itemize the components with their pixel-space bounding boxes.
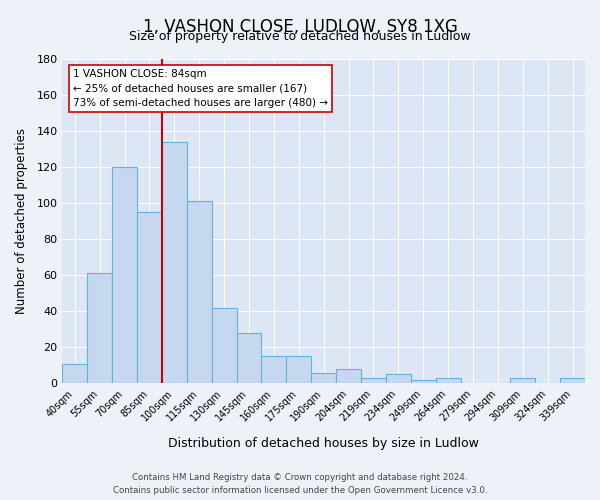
Bar [286,356,311,384]
Bar [137,212,162,384]
Bar [187,202,212,384]
Bar [262,356,286,384]
Text: Contains HM Land Registry data © Crown copyright and database right 2024.
Contai: Contains HM Land Registry data © Crown c… [113,474,487,495]
Bar [511,378,535,384]
Bar [386,374,411,384]
Bar [311,372,336,384]
Bar [112,167,137,384]
Bar [212,308,236,384]
Text: 1, VASHON CLOSE, LUDLOW, SY8 1XG: 1, VASHON CLOSE, LUDLOW, SY8 1XG [143,18,457,36]
Bar [436,378,461,384]
Bar [336,369,361,384]
Bar [560,378,585,384]
Bar [62,364,87,384]
Bar [236,333,262,384]
X-axis label: Distribution of detached houses by size in Ludlow: Distribution of detached houses by size … [168,437,479,450]
Text: Size of property relative to detached houses in Ludlow: Size of property relative to detached ho… [129,30,471,43]
Bar [361,378,386,384]
Bar [162,142,187,384]
Y-axis label: Number of detached properties: Number of detached properties [15,128,28,314]
Text: 1 VASHON CLOSE: 84sqm
← 25% of detached houses are smaller (167)
73% of semi-det: 1 VASHON CLOSE: 84sqm ← 25% of detached … [73,68,328,108]
Bar [87,274,112,384]
Bar [411,380,436,384]
